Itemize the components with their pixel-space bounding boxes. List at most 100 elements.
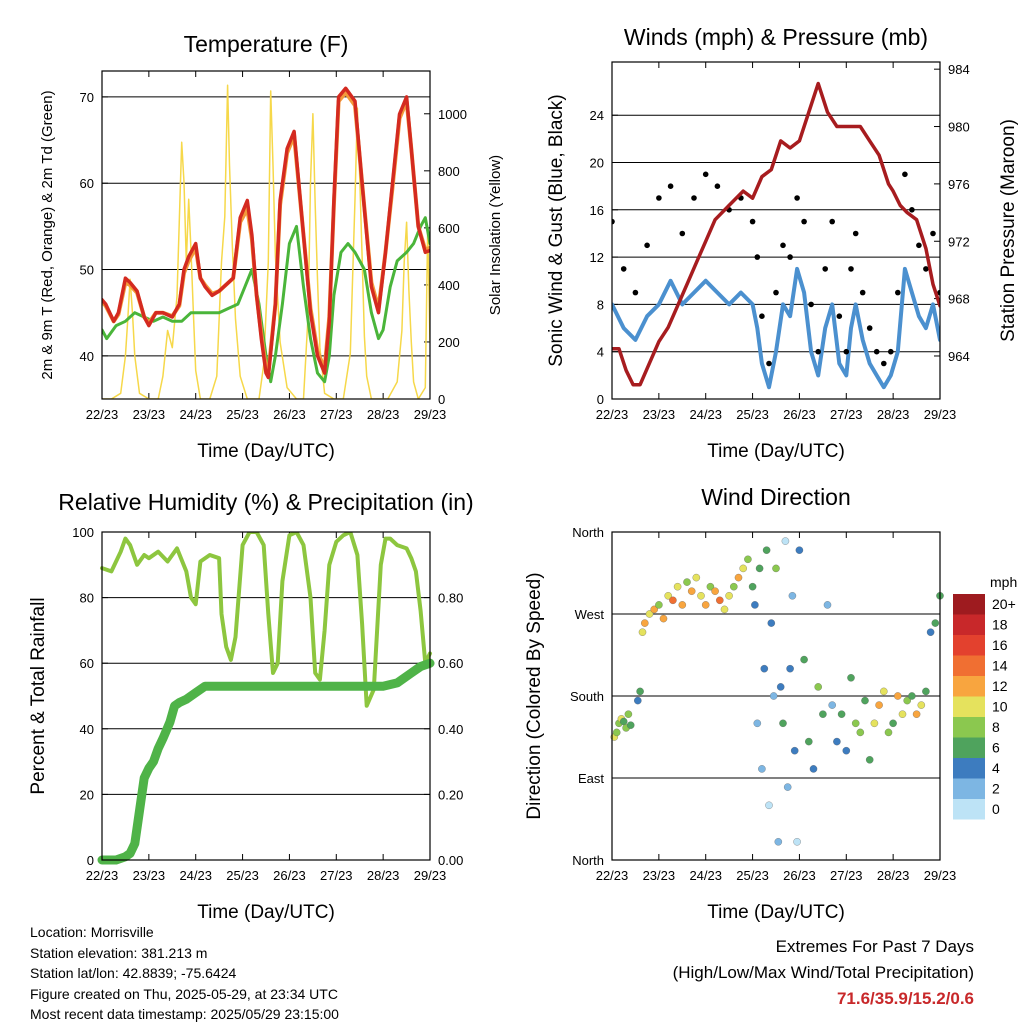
legend-swatch bbox=[953, 614, 985, 635]
direction-point bbox=[716, 596, 724, 605]
dewpoint-line bbox=[102, 216, 430, 384]
gust-point bbox=[808, 301, 814, 308]
y-axis-label: Direction (Colored By Speed) bbox=[524, 572, 545, 819]
x-tick-label: 26/23 bbox=[783, 868, 816, 883]
legend-swatch bbox=[953, 655, 985, 676]
y2-tick-label: 984 bbox=[948, 62, 970, 77]
direction-point bbox=[626, 721, 635, 729]
legend-label: 8 bbox=[992, 719, 1000, 735]
y2-tick-label: 1000 bbox=[438, 107, 467, 122]
x-tick-label: 27/23 bbox=[320, 868, 353, 883]
x-tick-label: 22/23 bbox=[86, 407, 119, 422]
x-axis-label: Time (Day/UTC) bbox=[707, 902, 845, 923]
extremes-subheading: (High/Low/Max Wind/Total Precipitation) bbox=[672, 963, 974, 982]
y2-axis-label: Solar Insolation (Yellow) bbox=[487, 155, 504, 315]
gust-point bbox=[787, 254, 793, 260]
direction-point bbox=[889, 719, 897, 728]
temp-2m-line bbox=[102, 86, 430, 380]
gust-point bbox=[822, 266, 828, 272]
extremes-values: 71.6/35.9/15.2/0.6 bbox=[836, 989, 974, 1008]
station-location: Location: Morrisville bbox=[30, 924, 154, 940]
y-tick-label: 40 bbox=[80, 349, 94, 364]
y-tick-label: 0 bbox=[597, 392, 604, 407]
y2-tick-label: 0.20 bbox=[438, 787, 463, 802]
y2-tick-label: 964 bbox=[948, 349, 970, 364]
x-tick-label: 29/23 bbox=[924, 407, 957, 422]
direction-point bbox=[842, 746, 851, 755]
direction-point bbox=[776, 683, 785, 691]
legend-label: 6 bbox=[992, 740, 1000, 756]
legend-swatch bbox=[953, 799, 985, 820]
speed-legend: mph 20+ 18 16 14 12 10 8 6 4 2 0 bbox=[953, 574, 1017, 820]
plot-area bbox=[612, 81, 940, 390]
x-tick-label: 24/23 bbox=[179, 868, 212, 883]
legend-swatch bbox=[953, 778, 985, 799]
direction-point bbox=[739, 564, 747, 573]
direction-point bbox=[650, 605, 658, 614]
gust-point bbox=[656, 195, 662, 201]
direction-point bbox=[748, 582, 757, 591]
legend-swatch bbox=[953, 696, 985, 717]
direction-point bbox=[762, 546, 771, 554]
direction-point bbox=[814, 683, 822, 691]
y2-tick-label: 968 bbox=[948, 292, 970, 307]
y2-tick-label: 600 bbox=[438, 221, 460, 236]
x-tick-label: 25/23 bbox=[226, 868, 259, 883]
y-tick-label: 20 bbox=[590, 156, 604, 171]
y2-tick-label: 0.40 bbox=[438, 722, 463, 737]
data-timestamp: Most recent data timestamp: 2025/05/29 2… bbox=[30, 1006, 339, 1022]
pressure-line bbox=[612, 81, 940, 387]
temp-9m-line bbox=[102, 90, 430, 376]
gust-point bbox=[902, 171, 908, 178]
y-axis-label: 2m & 9m T (Red, Orange) & 2m Td (Green) bbox=[39, 90, 56, 379]
legend-label: 16 bbox=[992, 637, 1008, 653]
legend-swatch bbox=[953, 635, 985, 656]
chart-title: Wind Direction bbox=[701, 484, 851, 510]
direction-point bbox=[779, 719, 787, 728]
y-tick-label: 20 bbox=[80, 787, 94, 802]
direction-point bbox=[861, 696, 869, 705]
wind-speed-line bbox=[612, 266, 940, 390]
gust-point bbox=[754, 254, 761, 260]
y2-tick-label: 980 bbox=[948, 120, 970, 135]
gust-point bbox=[766, 360, 772, 367]
station-elevation: Station elevation: 381.213 m bbox=[30, 944, 208, 961]
legend-label: 18 bbox=[992, 617, 1008, 633]
gust-point bbox=[916, 242, 922, 249]
figure-created: Figure created on Thu, 2025-05-29, at 23… bbox=[30, 985, 338, 1002]
legend-label: 20+ bbox=[992, 596, 1016, 612]
gust-point bbox=[852, 230, 859, 237]
direction-point bbox=[697, 592, 705, 600]
direction-point bbox=[772, 564, 780, 573]
y-tick-label: 0 bbox=[87, 853, 94, 868]
x-tick-label: 22/23 bbox=[596, 868, 629, 883]
winds-pressure-panel: Winds (mph) & Pressure (mb) Time (Day/UTC… bbox=[546, 24, 1019, 462]
x-tick-label: 24/23 bbox=[689, 868, 722, 883]
y2-tick-label: 400 bbox=[438, 278, 460, 293]
direction-point bbox=[774, 838, 783, 846]
x-tick-label: 28/23 bbox=[367, 407, 400, 422]
humidity-line bbox=[100, 532, 432, 708]
y-tick-label: 4 bbox=[597, 345, 604, 360]
x-tick-label: 26/23 bbox=[783, 407, 816, 422]
y-tick-label: 24 bbox=[590, 108, 604, 123]
gust-point bbox=[895, 289, 901, 296]
direction-point bbox=[837, 710, 846, 718]
direction-point bbox=[636, 687, 644, 696]
x-tick-label: 25/23 bbox=[736, 868, 769, 883]
chart-title: Relative Humidity (%) & Precipitation (i… bbox=[58, 489, 473, 515]
x-axis-label: Time (Day/UTC) bbox=[197, 902, 335, 923]
direction-point bbox=[805, 737, 813, 746]
y-axis-label: Sonic Wind & Gust (Blue, Black) bbox=[546, 94, 567, 366]
direction-point bbox=[783, 783, 792, 791]
plot-border bbox=[611, 61, 941, 400]
x-tick-label: 27/23 bbox=[320, 407, 353, 422]
direction-point bbox=[619, 717, 628, 726]
direction-point bbox=[793, 838, 801, 846]
direction-point bbox=[912, 710, 921, 718]
direction-point bbox=[720, 605, 729, 614]
x-tick-label: 29/23 bbox=[414, 868, 447, 883]
direction-point bbox=[758, 765, 766, 773]
legend-label: 14 bbox=[992, 658, 1008, 674]
